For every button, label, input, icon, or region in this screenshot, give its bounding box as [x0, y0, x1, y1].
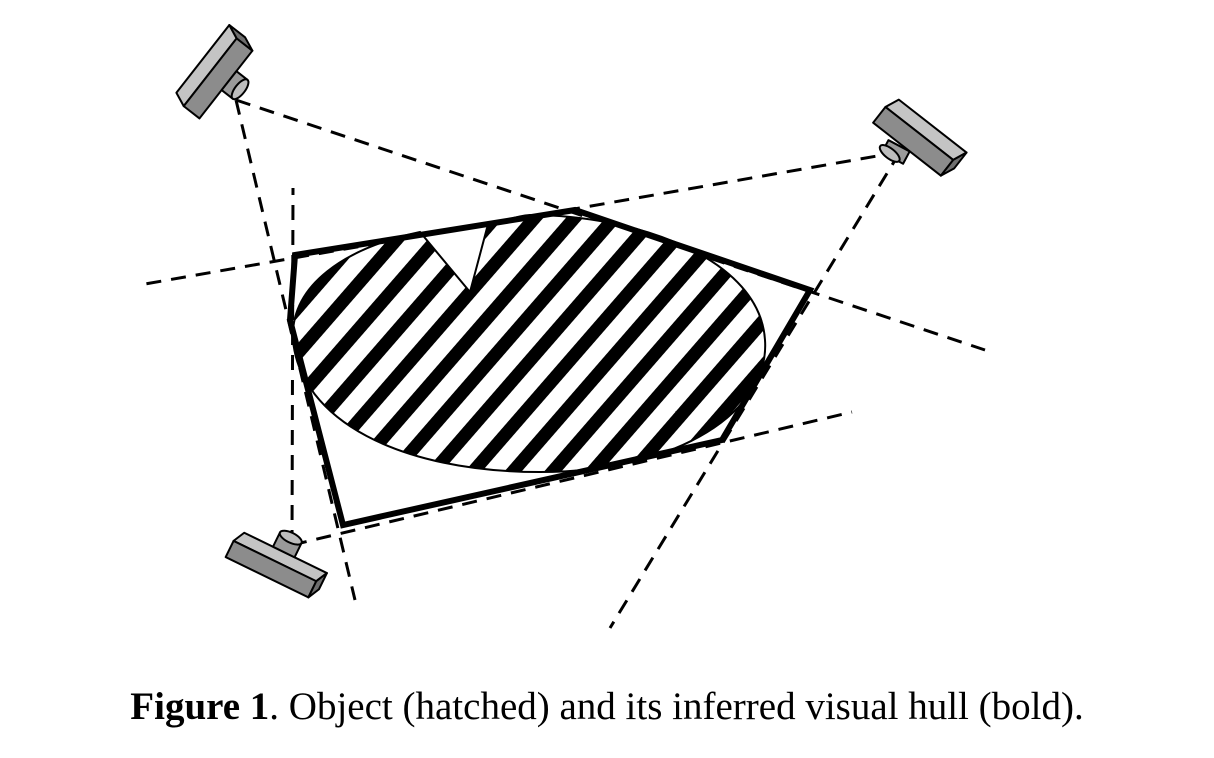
camera-icon — [872, 98, 968, 177]
visual-hull — [286, 206, 815, 529]
hatched-object — [291, 213, 767, 474]
camera-icon — [175, 24, 254, 120]
caption-text: . Object (hatched) and its inferred visu… — [269, 685, 1084, 728]
ray-bottom-left-a — [290, 187, 295, 546]
visual-hull-diagram — [144, 24, 986, 629]
figure-caption: Figure 1. Object (hatched) and its infer… — [0, 685, 1214, 729]
ray-top-right-b — [608, 151, 902, 629]
figure-label: Figure 1 — [130, 685, 270, 728]
ray-top-left-a — [235, 98, 986, 352]
camera-icon — [224, 529, 328, 599]
ray-bottom-left-b — [291, 410, 853, 547]
